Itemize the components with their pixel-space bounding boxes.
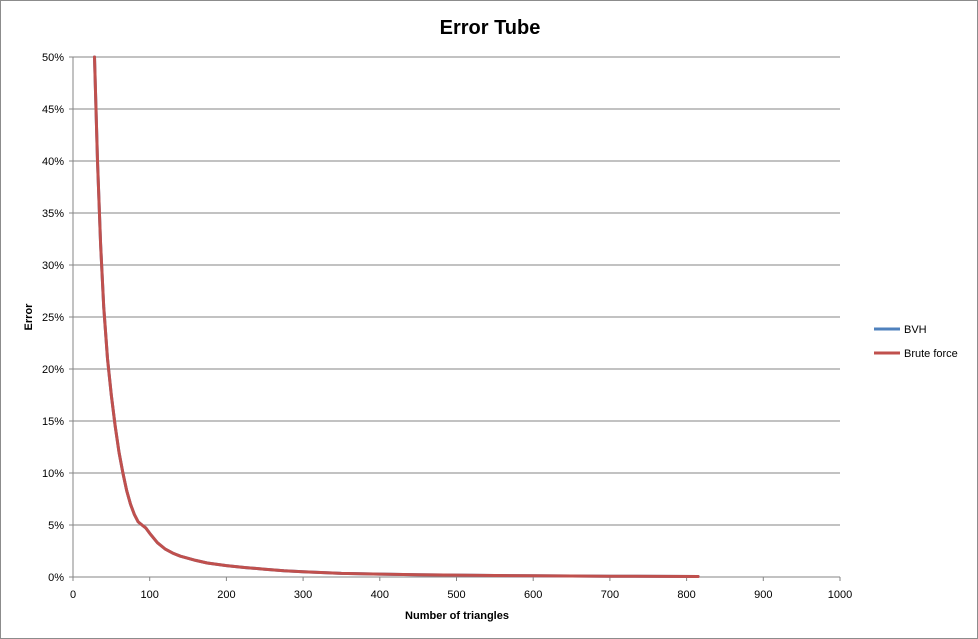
x-tick-label: 300 bbox=[294, 589, 312, 601]
chart-title: Error Tube bbox=[440, 17, 541, 39]
x-tick-label: 900 bbox=[754, 589, 772, 601]
y-tick-labels: 0% 5% 10% 15% 20% 25% 30% 35% 40% 45% 50% bbox=[42, 52, 64, 584]
y-tick-label: 40% bbox=[42, 156, 64, 168]
x-axis-label: Number of triangles bbox=[405, 610, 509, 622]
legend: BVH Brute force bbox=[874, 324, 958, 360]
x-tick-label: 800 bbox=[677, 589, 695, 601]
legend-label-0: BVH bbox=[904, 324, 927, 336]
x-tick-label: 400 bbox=[371, 589, 389, 601]
y-tick-label: 25% bbox=[42, 312, 64, 324]
axes bbox=[69, 56, 841, 581]
y-tick-label: 30% bbox=[42, 260, 64, 272]
y-tick-label: 50% bbox=[42, 52, 64, 64]
x-tick-label: 500 bbox=[447, 589, 465, 601]
x-tick-label: 200 bbox=[217, 589, 235, 601]
x-tick-label: 700 bbox=[601, 589, 619, 601]
x-tick-label: 1000 bbox=[828, 589, 852, 601]
y-tick-label: 15% bbox=[42, 416, 64, 428]
x-tick-label: 600 bbox=[524, 589, 542, 601]
series-lines bbox=[93, 55, 700, 578]
y-tick-label: 0% bbox=[48, 572, 64, 584]
x-tick-labels: 0 100 200 300 400 500 600 700 800 900 1000 bbox=[70, 589, 852, 601]
y-tick-label: 5% bbox=[48, 520, 64, 532]
x-tick-label: 100 bbox=[141, 589, 159, 601]
legend-label-1: Brute force bbox=[904, 348, 958, 360]
y-tick-label: 20% bbox=[42, 364, 64, 376]
y-tick-label: 10% bbox=[42, 468, 64, 480]
y-tick-label: 45% bbox=[42, 104, 64, 116]
y-axis-label: Error bbox=[23, 303, 35, 331]
series-line-1 bbox=[93, 55, 700, 578]
gridlines bbox=[73, 56, 840, 526]
y-tick-label: 35% bbox=[42, 208, 64, 220]
x-tick-label: 0 bbox=[70, 589, 76, 601]
